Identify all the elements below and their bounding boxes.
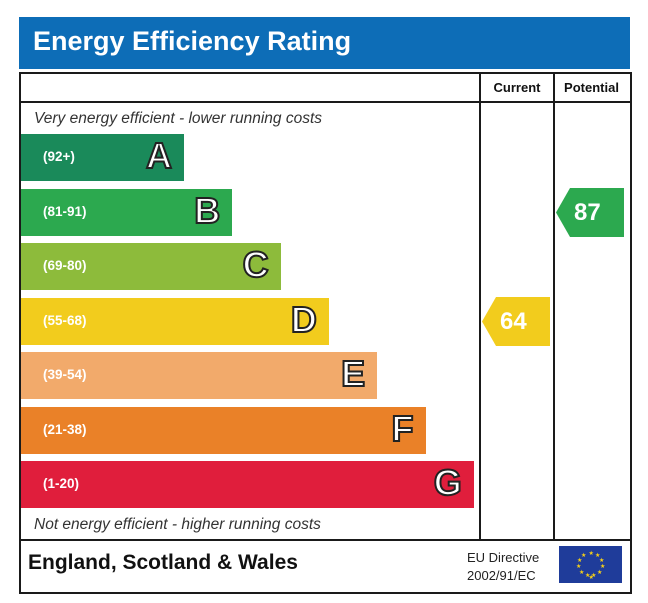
band-c: (69-80) C bbox=[21, 243, 281, 290]
svg-text:★: ★ bbox=[581, 552, 586, 559]
svg-text:★: ★ bbox=[579, 569, 584, 576]
band-range-label: (1-20) bbox=[43, 476, 80, 491]
band-d: (55-68) D bbox=[21, 297, 329, 345]
svg-text:★: ★ bbox=[599, 557, 604, 564]
current-column-label: Current bbox=[493, 80, 541, 95]
svg-text:★: ★ bbox=[595, 552, 600, 559]
footer-divider bbox=[19, 539, 630, 541]
band-range-label: (39-54) bbox=[43, 367, 87, 382]
svg-text:★: ★ bbox=[597, 569, 602, 576]
svg-text:★: ★ bbox=[600, 563, 605, 570]
band-letter: G bbox=[433, 461, 463, 504]
eu-directive-line2: 2002/91/EC bbox=[467, 568, 536, 583]
svg-text:★: ★ bbox=[585, 572, 590, 579]
band-e: (39-54) E bbox=[21, 352, 378, 399]
eu-directive-text: EU Directive 2002/91/EC bbox=[467, 549, 539, 585]
band-letter: B bbox=[193, 189, 221, 232]
band-letter: F bbox=[391, 407, 415, 450]
band-letter: A bbox=[145, 134, 173, 177]
band-f: (21-38) F bbox=[21, 406, 426, 454]
current-rating-value: 64 bbox=[500, 307, 527, 335]
svg-text:★: ★ bbox=[589, 550, 594, 557]
chart-frame bbox=[19, 72, 632, 594]
band-a: (92+) A bbox=[21, 134, 184, 181]
chart-title: Energy Efficiency Rating bbox=[33, 26, 352, 56]
band-range-label: (21-38) bbox=[43, 421, 87, 437]
band-range-label: (69-80) bbox=[43, 258, 87, 273]
current-column-divider bbox=[479, 72, 481, 540]
current-rating-arrow: 64 bbox=[482, 296, 550, 346]
band-range-label: (81-91) bbox=[43, 203, 87, 219]
band-range-label: (55-68) bbox=[43, 312, 87, 328]
top-note: Very energy efficient - lower running co… bbox=[34, 110, 323, 127]
band-letter: D bbox=[290, 298, 318, 341]
eu-directive-line1: EU Directive bbox=[467, 550, 540, 565]
bottom-note: Not energy efficient - higher running co… bbox=[34, 516, 321, 533]
band-b: (81-91) B bbox=[21, 188, 233, 236]
chart-header: Energy Efficiency Rating bbox=[19, 17, 630, 69]
potential-rating-arrow: 87 bbox=[556, 187, 624, 237]
potential-column-divider bbox=[553, 72, 555, 540]
header-row-divider bbox=[19, 101, 630, 103]
potential-rating-value: 87 bbox=[574, 198, 601, 226]
band-letter: C bbox=[242, 243, 270, 286]
band-g: (1-20) G bbox=[21, 461, 474, 508]
band-letter: E bbox=[340, 352, 366, 395]
svg-text:★: ★ bbox=[589, 574, 594, 581]
svg-text:★: ★ bbox=[576, 563, 581, 570]
band-range-label: (92+) bbox=[43, 149, 75, 164]
potential-column-label: Potential bbox=[564, 80, 619, 95]
svg-text:★: ★ bbox=[591, 572, 596, 579]
region-label: England, Scotland & Wales bbox=[28, 551, 298, 574]
svg-text:★: ★ bbox=[577, 557, 582, 564]
eu-flag-icon: ★ ★ ★ ★ ★ ★ ★ ★ ★ ★ ★ ★ bbox=[559, 546, 622, 583]
